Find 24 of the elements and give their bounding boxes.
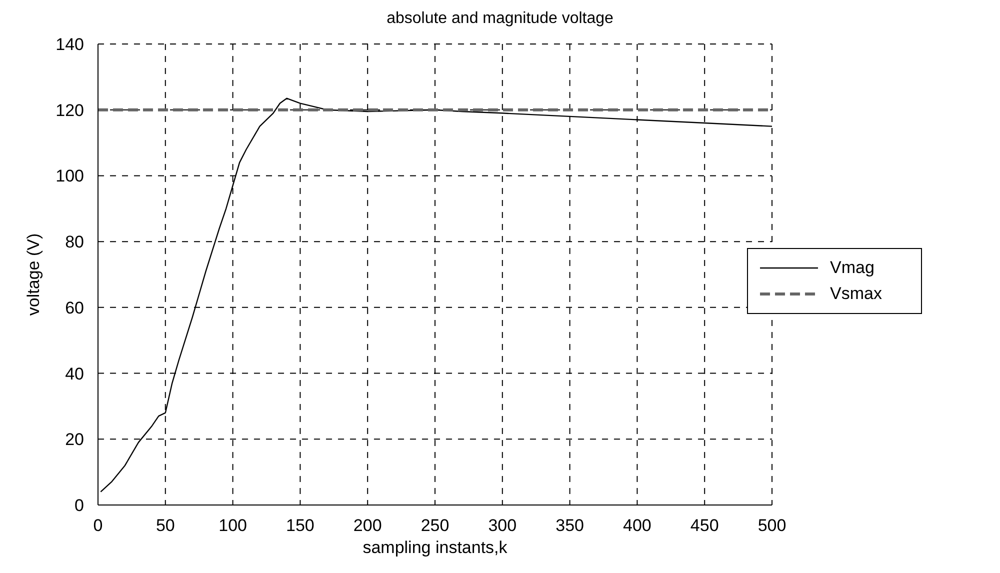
x-tick-label: 400 bbox=[623, 516, 652, 536]
x-tick-label: 500 bbox=[758, 516, 786, 536]
y-tick-label: 120 bbox=[56, 100, 84, 120]
x-tick-label: 250 bbox=[420, 516, 450, 536]
y-tick-label: 20 bbox=[65, 430, 84, 450]
y-axis-title: voltage (V) bbox=[24, 233, 44, 316]
x-tick-label: 350 bbox=[556, 516, 584, 536]
legend-label: Vmag bbox=[830, 258, 874, 278]
x-tick-label: 200 bbox=[353, 516, 382, 536]
y-tick-label: 80 bbox=[65, 232, 84, 252]
x-tick-label: 0 bbox=[93, 516, 103, 536]
x-tick-label: 100 bbox=[218, 516, 247, 536]
y-tick-label: 100 bbox=[56, 166, 84, 186]
y-tick-label: 40 bbox=[65, 364, 84, 384]
x-tick-label: 150 bbox=[286, 516, 314, 536]
legend-label: Vsmax bbox=[830, 284, 882, 304]
x-axis-title: sampling instants,k bbox=[362, 538, 508, 557]
x-tick-label: 50 bbox=[156, 516, 175, 536]
x-tick-label: 450 bbox=[690, 516, 719, 536]
y-tick-label: 60 bbox=[65, 298, 84, 318]
x-tick-label: 300 bbox=[488, 516, 517, 536]
chart-title: absolute and magnitude voltage bbox=[386, 10, 614, 28]
y-tick-label: 0 bbox=[74, 496, 84, 516]
y-tick-label: 140 bbox=[56, 35, 84, 54]
